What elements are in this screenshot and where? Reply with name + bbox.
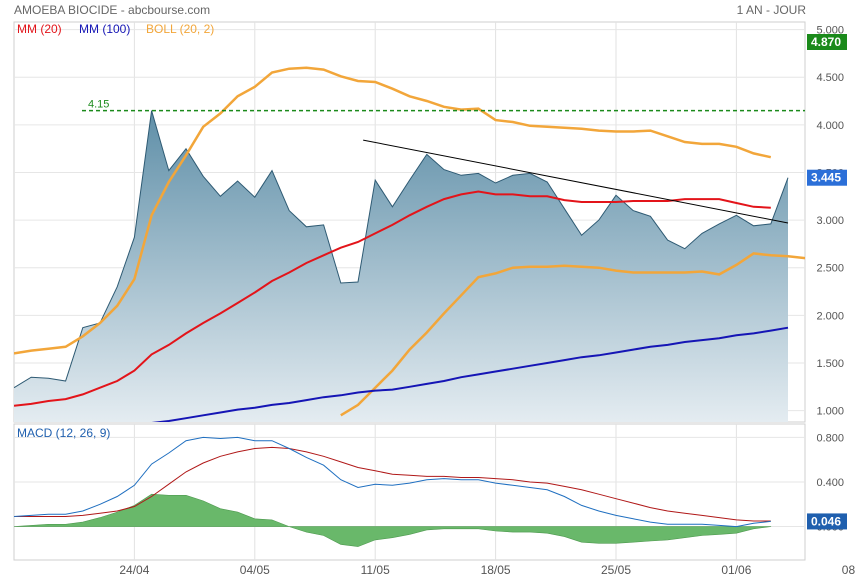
x-tick-label: 04/05 [240, 563, 270, 577]
macd-panel [13, 423, 806, 561]
y-tick-label: 4.000 [816, 120, 844, 132]
y-tick-label: 4.500 [816, 72, 844, 84]
y-tick-label: 0.400 [816, 477, 844, 489]
x-tick-label: 01/06 [721, 563, 751, 577]
main-y-axis: 1.0001.5002.0002.5003.0003.5004.0004.500… [816, 25, 844, 418]
macd-badge-box [807, 513, 847, 530]
macd-badge-label: 0.046 [811, 514, 841, 528]
legend-mm20: MM (20) [17, 22, 62, 36]
main-legend: MM (20) MM (100) BOLL (20, 2) [17, 22, 214, 36]
trend-line [363, 139, 789, 224]
x-axis: 24/0404/0511/0518/0525/0501/0608/0615/06… [119, 563, 855, 577]
x-tick-label: 18/05 [481, 563, 511, 577]
bollinger-lower-line [340, 252, 805, 417]
y-tick-label: 5.000 [816, 25, 844, 37]
y-tick-label: 0.800 [816, 432, 844, 444]
price-badge-label: 3.445 [811, 171, 841, 185]
chart-title: AMOEBA BIOCIDE - abcbourse.com [14, 3, 210, 17]
y-tick-label: 1.000 [816, 406, 844, 418]
x-tick-label: 24/04 [119, 563, 149, 577]
mm100-line [151, 326, 789, 422]
bollinger-upper-line [14, 66, 772, 355]
x-tick-label: 08/06 [842, 563, 855, 577]
price-area [14, 110, 788, 422]
x-tick-label: 25/05 [601, 563, 631, 577]
resistance-badge [807, 34, 847, 50]
price-line [14, 110, 789, 389]
resistance-badge-label: 4.870 [811, 35, 841, 49]
legend-mm100: MM (100) [79, 22, 130, 36]
period-label: 1 AN - JOUR [737, 3, 807, 17]
macd-histogram [14, 493, 772, 547]
y-tick-label: 2.000 [816, 310, 844, 322]
macd-badge: 0.046 [807, 513, 847, 530]
y-tick-label: 2.500 [816, 263, 844, 275]
x-tick-label: 11/05 [361, 563, 390, 577]
y-tick-label: 1.500 [816, 358, 844, 370]
resistance-label: 4.15 [88, 99, 109, 111]
y-tick-label: 3.000 [816, 215, 844, 227]
legend-boll: BOLL (20, 2) [146, 22, 214, 36]
mm20-line [14, 190, 771, 407]
macd-title: MACD (12, 26, 9) [17, 426, 110, 440]
macd-line [14, 436, 771, 528]
macd-signal-line [14, 446, 771, 522]
price-badge [807, 169, 847, 186]
main-badges: 4.870 3.445 [807, 34, 847, 186]
